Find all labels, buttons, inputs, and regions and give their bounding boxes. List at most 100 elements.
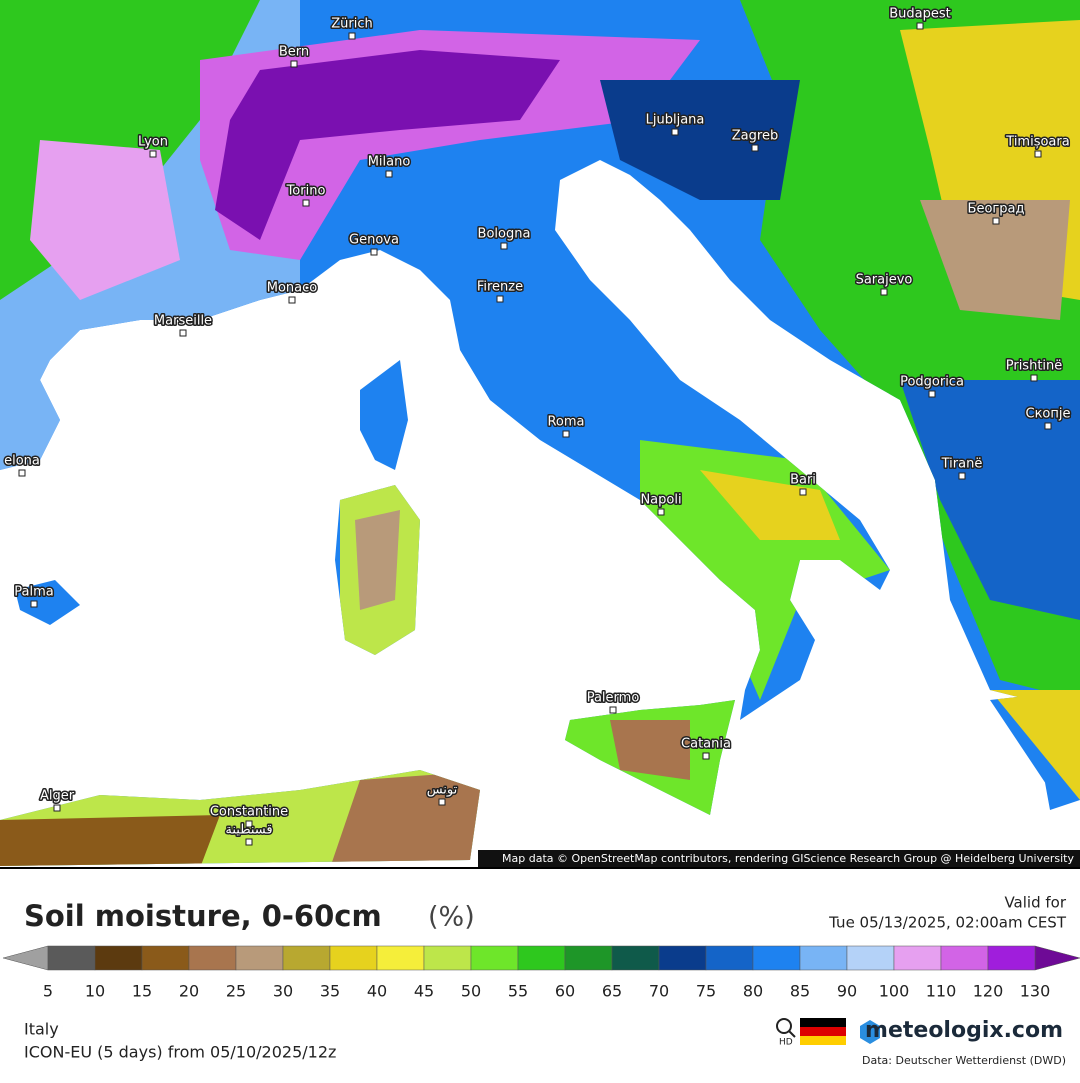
city-label: Napoli: [640, 493, 681, 508]
model: ICON-EU (5 days) from 05/10/2025/12z: [24, 1043, 336, 1062]
legend-tick-label: 110: [926, 982, 957, 1001]
color-swatch: [846, 945, 895, 971]
legend-tick-label: 40: [367, 982, 387, 1001]
city-marker: [500, 242, 508, 250]
city-marker: [609, 706, 617, 714]
city-marker: [30, 600, 38, 608]
city-marker: [290, 60, 298, 68]
color-swatch: [517, 945, 566, 971]
city-marker: [671, 128, 679, 136]
legend-tick-label: 60: [555, 982, 575, 1001]
legend-tick-label: 15: [132, 982, 152, 1001]
color-swatch: [611, 945, 660, 971]
city-label: Tiranë: [941, 457, 983, 472]
legend-tick-label: 100: [879, 982, 910, 1001]
city-marker: [1034, 150, 1042, 158]
legend-tick-label: 50: [461, 982, 481, 1001]
city-label: Bologna: [478, 227, 531, 242]
legend-tick-label: 80: [743, 982, 763, 1001]
city-label: Alger: [40, 789, 75, 804]
legend-tick-label: 55: [508, 982, 528, 1001]
legend-tick-label: 90: [837, 982, 857, 1001]
legend-tick-label: 70: [649, 982, 669, 1001]
city-label: Monaco: [267, 281, 318, 296]
city-marker: [958, 472, 966, 480]
legend-tick-label: 5: [43, 982, 53, 1001]
city-label: Firenze: [477, 280, 523, 295]
legend-tick-label: 20: [179, 982, 199, 1001]
city-marker: [18, 469, 26, 477]
city-marker: [751, 144, 759, 152]
city-marker: [562, 430, 570, 438]
color-swatch: [376, 945, 425, 971]
city-label: Lyon: [138, 135, 168, 150]
city-label: Constantine: [210, 805, 288, 820]
city-marker: [348, 32, 356, 40]
color-swatch: [141, 945, 190, 971]
brand-logo: [860, 1020, 880, 1044]
city-label: Timișoara: [1005, 135, 1069, 150]
color-swatch: [940, 945, 989, 971]
city-marker: [916, 22, 924, 30]
city-marker: [928, 390, 936, 398]
legend-tick-label: 75: [696, 982, 716, 1001]
attribution-bg: [478, 850, 1080, 868]
data-source: Data: Deutscher Wetterdienst (DWD): [862, 1054, 1066, 1067]
legend-tick-label: 65: [602, 982, 622, 1001]
color-swatch: [987, 945, 1036, 971]
city-labels: Zürich Budapest Bern Lyon Milano Ljubljana Zag…: [3, 5, 1072, 846]
city-marker: [1030, 374, 1038, 382]
city-marker: [149, 150, 157, 158]
city-label: Roma: [547, 415, 584, 430]
legend-tick-label: 85: [790, 982, 810, 1001]
brand: meteologix.com: [865, 1018, 1063, 1043]
under-triangle: [2, 945, 49, 971]
city-marker: [385, 170, 393, 178]
color-swatch: [893, 945, 942, 971]
city-marker: [288, 296, 296, 304]
legend-tick-label: 120: [973, 982, 1004, 1001]
legend-tick-label: 30: [273, 982, 293, 1001]
legend-tick-label: 130: [1020, 982, 1051, 1001]
city-label: Budapest: [889, 7, 951, 22]
over-triangle: [1034, 945, 1080, 971]
hd-label: HD: [779, 1038, 793, 1048]
color-swatch: [705, 945, 754, 971]
city-marker: [245, 820, 253, 828]
color-swatch: [423, 945, 472, 971]
city-label: Torino: [286, 184, 326, 199]
city-label: Београд: [968, 202, 1025, 217]
city-label: Genova: [349, 233, 399, 248]
color-swatch: [94, 945, 143, 971]
color-swatch: [470, 945, 519, 971]
city-label: Prishtinë: [1006, 359, 1063, 374]
city-label: Zagreb: [732, 129, 778, 144]
region: Italy: [24, 1020, 59, 1039]
city-label: Ljubljana: [646, 113, 705, 128]
city-label: Zürich: [331, 17, 373, 32]
color-swatch: [329, 945, 378, 971]
city-marker: [657, 508, 665, 516]
attribution: Map data © OpenStreetMap contributors, r…: [502, 852, 1074, 865]
unit: (%): [428, 902, 475, 933]
city-label: Catania: [681, 737, 731, 752]
city-label: Milano: [368, 155, 411, 170]
color-swatch: [282, 945, 331, 971]
flag-stripe: [800, 1027, 846, 1036]
color-swatch: [47, 945, 96, 971]
colorbar: 5 10 15 20 25 30 35 40 45 50 55 60 65 70 75 80 85 90 100 11…: [2, 945, 1080, 1001]
color-swatch: [752, 945, 801, 971]
city-marker: [880, 288, 888, 296]
color-swatch: [799, 945, 848, 971]
city-marker: [702, 752, 710, 760]
valid-label: Valid for: [1004, 894, 1066, 912]
city-marker: [496, 295, 504, 303]
city-marker: [179, 329, 187, 337]
flag-stripe: [800, 1018, 846, 1027]
city-marker: [245, 838, 253, 846]
legend-tick-label: 45: [414, 982, 434, 1001]
legend-tick-label: 35: [320, 982, 340, 1001]
city-marker: [370, 248, 378, 256]
city-label: Palma: [14, 585, 53, 600]
city-label: تونس: [427, 783, 458, 798]
